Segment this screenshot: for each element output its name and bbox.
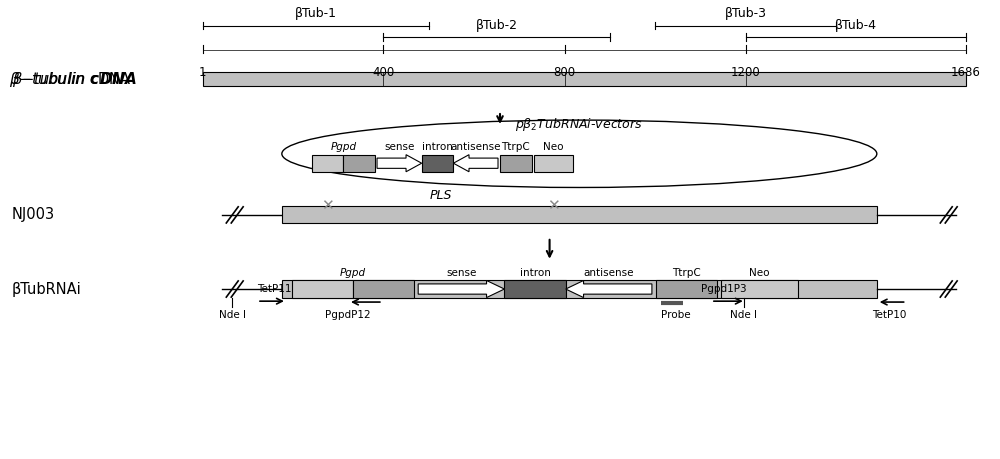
- FancyBboxPatch shape: [534, 155, 573, 172]
- Text: TtrpC: TtrpC: [672, 268, 701, 278]
- Text: 1686: 1686: [951, 66, 981, 79]
- Text: 800: 800: [554, 66, 576, 79]
- Text: βTub-1: βTub-1: [295, 7, 337, 20]
- Text: $\mathit{\beta}$$\mathit{-tubulin}$ cDNA: $\mathit{\beta}$$\mathit{-tubulin}$ cDNA: [12, 70, 131, 89]
- Polygon shape: [566, 280, 652, 297]
- Text: $p\beta_2$TubRNAi-vectors: $p\beta_2$TubRNAi-vectors: [515, 116, 643, 133]
- Text: PLS: PLS: [429, 189, 452, 202]
- Text: intron: intron: [422, 142, 453, 152]
- FancyBboxPatch shape: [292, 280, 353, 297]
- Polygon shape: [377, 155, 422, 172]
- Text: Nde I: Nde I: [219, 310, 246, 320]
- Text: βTub-3: βTub-3: [725, 7, 767, 20]
- FancyBboxPatch shape: [656, 280, 717, 297]
- Text: βTub-2: βTub-2: [476, 18, 518, 32]
- Text: $\it{\beta}$$\it{-tubulin}$ cDNA: $\it{\beta}$$\it{-tubulin}$ cDNA: [9, 70, 137, 89]
- Text: Probe: Probe: [661, 310, 690, 320]
- Text: TetP11: TetP11: [257, 285, 292, 294]
- Text: antisense: antisense: [450, 142, 501, 152]
- Text: Neo: Neo: [543, 142, 564, 152]
- Text: βTubRNAi: βTubRNAi: [12, 281, 82, 297]
- FancyBboxPatch shape: [504, 280, 566, 297]
- Text: TetP10: TetP10: [872, 310, 907, 320]
- FancyBboxPatch shape: [500, 155, 532, 172]
- FancyBboxPatch shape: [282, 207, 877, 224]
- Text: Nde I: Nde I: [730, 310, 757, 320]
- Text: ✕: ✕: [321, 198, 334, 213]
- Text: sense: sense: [446, 268, 476, 278]
- FancyBboxPatch shape: [312, 155, 343, 172]
- Polygon shape: [418, 280, 504, 297]
- Text: ✕: ✕: [547, 198, 560, 213]
- Text: intron: intron: [520, 268, 550, 278]
- Text: Neo: Neo: [749, 268, 769, 278]
- Text: NJ003: NJ003: [12, 207, 55, 223]
- Text: βTub-4: βTub-4: [835, 18, 877, 32]
- Text: 1: 1: [199, 66, 206, 79]
- Text: 1200: 1200: [731, 66, 761, 79]
- FancyBboxPatch shape: [422, 155, 453, 172]
- Text: sense: sense: [384, 142, 415, 152]
- Text: Pgpd: Pgpd: [330, 142, 356, 152]
- Text: Pgpd1P3: Pgpd1P3: [701, 285, 747, 294]
- FancyBboxPatch shape: [353, 280, 414, 297]
- Text: antisense: antisense: [584, 268, 634, 278]
- FancyBboxPatch shape: [282, 280, 877, 297]
- Polygon shape: [453, 155, 498, 172]
- FancyBboxPatch shape: [203, 72, 966, 86]
- Ellipse shape: [282, 120, 877, 187]
- Text: Pgpd: Pgpd: [340, 268, 366, 278]
- Text: 400: 400: [372, 66, 394, 79]
- Text: PgpdP12: PgpdP12: [325, 310, 371, 320]
- Text: TtrpC: TtrpC: [501, 142, 530, 152]
- FancyBboxPatch shape: [721, 280, 798, 297]
- FancyBboxPatch shape: [343, 155, 375, 172]
